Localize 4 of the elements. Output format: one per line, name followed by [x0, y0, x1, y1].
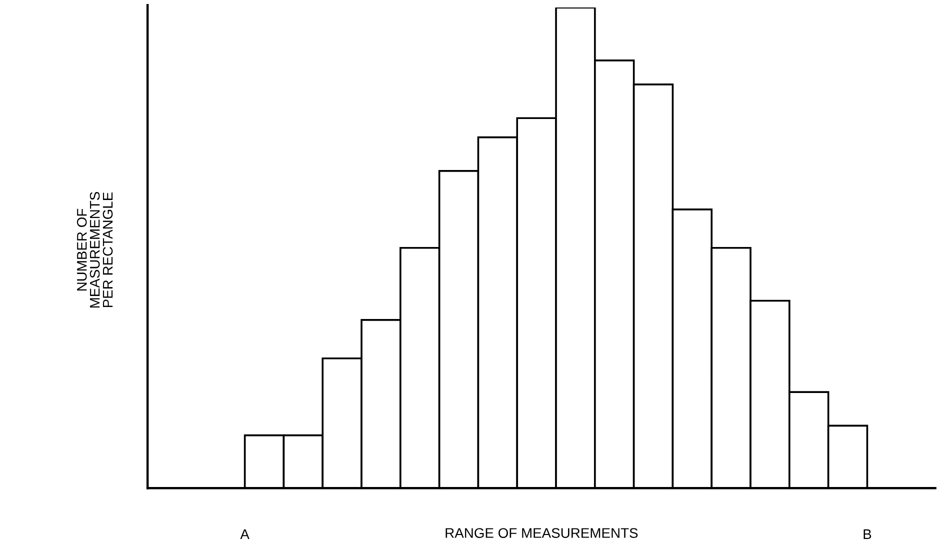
x-axis-title: RANGE OF MEASUREMENTS [446, 528, 638, 538]
text: NUMBER OF MEASUREMENTS PER RECTANGLE [76, 192, 113, 308]
text: B [864, 529, 872, 539]
text: A [240, 529, 250, 539]
